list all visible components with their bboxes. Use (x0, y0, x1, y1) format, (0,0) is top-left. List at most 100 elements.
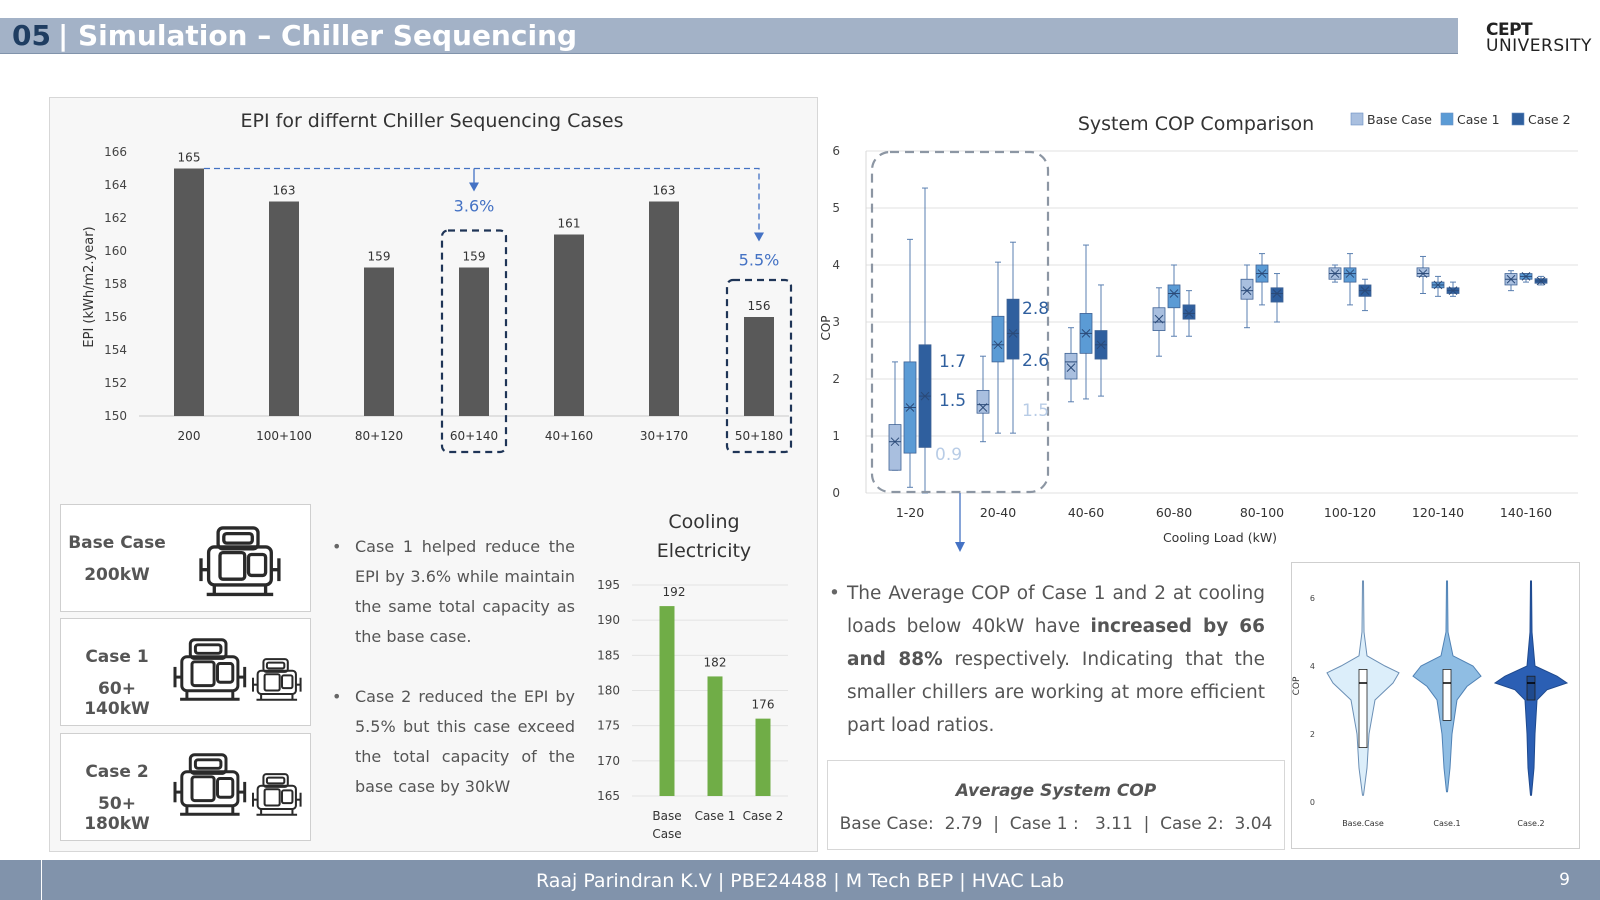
epi-bar (174, 168, 204, 416)
cooling-bar (755, 718, 771, 796)
legend-label: Base Case (1367, 112, 1432, 127)
epi-y-axis-label: EPI (kWh/m2.year) (82, 226, 97, 347)
cooling-y-tick: 165 (597, 789, 620, 803)
average-cop-values: Base Case: 2.79 | Case 1 : 3.11 | Case 2… (839, 814, 1273, 834)
cop-y-tick: 4 (832, 258, 840, 272)
cooling-x-tick: Case 1 (695, 809, 736, 823)
cop-text-bold: increased by 66 and 88% (847, 616, 1265, 670)
arrow-head (469, 182, 479, 192)
cop-y-tick: 6 (832, 144, 840, 158)
cop-box (1534, 275, 1548, 286)
cop-chart-title: System COP Comparison (1078, 113, 1314, 135)
cooling-data-label: 182 (704, 655, 727, 669)
case-capacity: 50+ 180kW (84, 794, 150, 834)
cooling-electricity-chart: Cooling Electricity 165 170 175 180 185 190 195 1… (597, 511, 788, 841)
chiller-icon (251, 658, 302, 701)
cop-box (991, 261, 1005, 434)
cop-box (918, 187, 932, 494)
violin-x-tick: Base.Case (1342, 819, 1384, 828)
case-card: Base Case 200kW (60, 504, 311, 612)
cop-box (1006, 241, 1020, 434)
cop-box (1152, 287, 1166, 357)
cooling-data-label: 176 (752, 698, 775, 712)
violin-box (1442, 669, 1452, 721)
average-cop-box: Average System COP Base Case: 2.79 | Cas… (827, 760, 1285, 850)
average-cop-title: Average System COP (955, 781, 1157, 801)
section-number: 05 (12, 19, 51, 52)
cop-text-part1: The Average COP of Case 1 and 2 at cooli… (847, 583, 1265, 637)
footer-divider (41, 860, 42, 900)
epi-data-label: 156 (748, 299, 771, 313)
cop-box (1328, 264, 1342, 283)
violin-box (1358, 669, 1368, 748)
cop-box (888, 361, 902, 471)
bullet-item: Case 1 helped reduce the EPI by 3.6% whi… (330, 532, 575, 652)
cooling-x-tick: Base (652, 809, 681, 823)
cop-x-tick: 100-120 (1324, 505, 1376, 520)
violin-x-tick: Case.2 (1517, 819, 1544, 828)
cop-x-axis-label: Cooling Load (kW) (1163, 530, 1277, 545)
cooling-y-tick: 175 (597, 719, 620, 733)
violin-y-tick: 2 (1310, 730, 1315, 739)
page-title: | Simulation – Chiller Sequencing (58, 19, 578, 52)
annotation-case1: 3.6% (454, 197, 495, 216)
cooling-chart-title-line1: Cooling (668, 511, 739, 533)
cooling-bar (659, 606, 675, 796)
cop-box (976, 355, 990, 443)
violin-box (1526, 675, 1536, 701)
cop-description: The Average COP of Case 1 and 2 at cooli… (829, 577, 1265, 742)
footer-text: Raaj Parindran K.V | PBE24488 | M Tech B… (535, 870, 1065, 892)
logo-line1: CEPT (1486, 20, 1533, 40)
epi-bar (649, 201, 679, 416)
epi-x-tick: 60+140 (450, 429, 498, 443)
case-name: Base Case (68, 533, 166, 553)
highlight-box (725, 278, 793, 454)
cept-university-logo: CEPT UNIVERSITY (1486, 20, 1596, 56)
cop-box (1064, 327, 1078, 403)
logo-line2: UNIVERSITY (1486, 36, 1592, 56)
epi-bar (459, 267, 489, 416)
cop-box (1094, 284, 1108, 397)
case-card: Case 2 50+ 180kW (60, 733, 311, 841)
case-capacity: 60+ 140kW (84, 679, 150, 719)
chiller-icon (199, 526, 281, 597)
legend-label: Case 2 (1528, 112, 1571, 127)
annotation-case2: 5.5% (739, 251, 780, 270)
epi-chart-title: EPI for differnt Chiller Sequencing Case… (241, 110, 624, 132)
legend-swatch (1440, 112, 1454, 126)
bullet-list: Case 1 helped reduce the EPI by 3.6% whi… (330, 532, 575, 802)
epi-data-label: 163 (653, 184, 676, 198)
epi-y-tick: 154 (104, 343, 127, 357)
cooling-y-tick: 190 (597, 613, 620, 627)
cop-x-tick: 80-100 (1240, 505, 1284, 520)
case-name: Case 1 (85, 647, 149, 667)
cooling-data-label: 192 (663, 585, 686, 599)
cop-box (1270, 273, 1284, 323)
epi-x-tick: 200 (178, 429, 201, 443)
cop-y-axis-label: COP (819, 315, 833, 340)
cop-value-label: 1.5 (939, 391, 966, 411)
cop-box (1079, 244, 1093, 400)
cop-value-label: 0.9 (935, 445, 962, 465)
cop-value-label: 2.6 (1022, 351, 1049, 371)
cop-box (1446, 281, 1460, 297)
epi-y-tick: 160 (104, 244, 127, 258)
highlight-box (440, 229, 508, 454)
epi-data-label: 165 (178, 151, 201, 165)
chiller-illustration (173, 753, 302, 816)
violin-y-tick: 0 (1310, 798, 1315, 807)
epi-y-tick: 150 (104, 409, 127, 423)
epi-y-tick: 152 (104, 376, 127, 390)
case-card: Case 1 60+ 140kW (60, 618, 311, 726)
chiller-illustration (173, 638, 302, 701)
cop-value-label: 1.7 (939, 352, 966, 372)
low-load-highlight (870, 150, 1050, 494)
cop-box (1431, 275, 1445, 297)
epi-y-tick: 164 (104, 178, 127, 192)
title-bar: 05 | Simulation – Chiller Sequencing (0, 18, 1458, 54)
cop-y-tick: 2 (832, 372, 840, 386)
cop-x-tick: 40-60 (1068, 505, 1104, 520)
chiller-icon (173, 753, 247, 816)
epi-bar (554, 234, 584, 416)
cop-box (1504, 270, 1518, 292)
